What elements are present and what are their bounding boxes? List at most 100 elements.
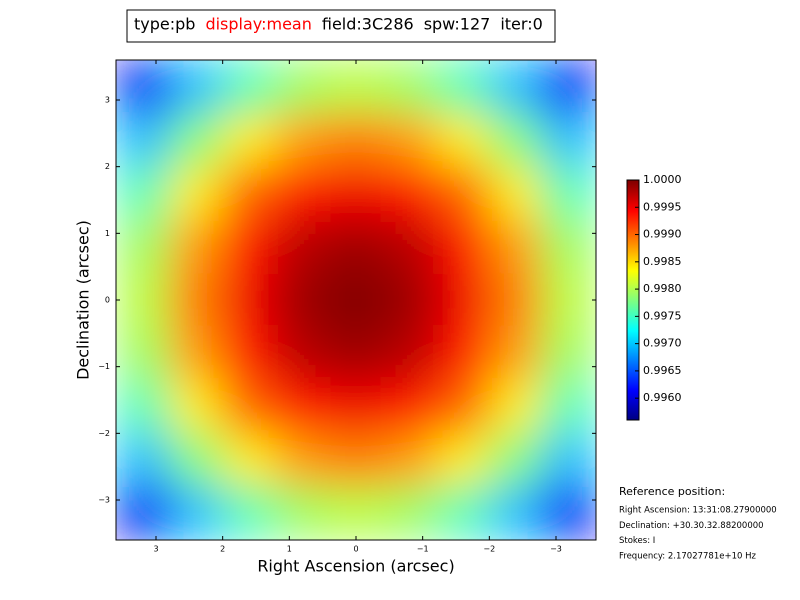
heatmap-cell: [382, 272, 437, 328]
colorbar-step: [627, 382, 639, 385]
colorbar-step: [627, 358, 639, 361]
heatmap-cell: [542, 486, 596, 540]
heatmap-cell: [222, 432, 277, 488]
image-clip: [116, 60, 596, 540]
colorbar-step: [627, 296, 639, 299]
colorbar-step: [627, 254, 639, 257]
colorbar-step: [627, 372, 639, 375]
y-tick-label: −1: [98, 362, 110, 371]
colorbar-step: [627, 216, 639, 219]
colorbar-step: [627, 286, 639, 289]
colorbar-step: [627, 238, 639, 241]
x-axis-label: Right Ascension (arcsec): [257, 557, 454, 576]
title-part: type:pb: [134, 15, 195, 34]
colorbar-step: [627, 380, 639, 383]
colorbar-step: [627, 388, 639, 391]
heatmap-cell: [168, 272, 224, 328]
heatmap-cell: [382, 219, 437, 274]
heatmap-cell: [542, 166, 596, 221]
title-part: iter:0: [500, 15, 542, 34]
colorbar-tick-label: 0.9990: [643, 228, 682, 241]
heatmap-cell: [382, 60, 437, 114]
colorbar-frame: [626, 179, 640, 421]
colorbar-step: [627, 384, 639, 387]
colorbar-step: [627, 246, 639, 249]
heatmap-cell: [435, 379, 490, 434]
heatmap-cell: [488, 219, 544, 274]
colorbar-step: [627, 336, 639, 339]
colorbar-step: [627, 204, 639, 207]
colorbar-step: [627, 218, 639, 221]
heatmap-cell: [275, 486, 330, 540]
heatmap-cell: [328, 432, 384, 488]
colorbar-step: [627, 304, 639, 307]
heatmap-cell: [382, 432, 437, 488]
heatmap-cell: [542, 272, 596, 328]
colorbar-step: [627, 188, 639, 191]
y-tick-label: 1: [105, 229, 110, 238]
colorbar-step: [627, 288, 639, 291]
heatmap-cell: [382, 379, 437, 434]
colorbar-step: [627, 196, 639, 199]
colorbar-step: [627, 266, 639, 269]
x-tick-label: 2: [220, 545, 225, 554]
colorbar-step: [627, 276, 639, 279]
heatmap-cell: [328, 272, 384, 328]
colorbar-tick-label: 0.9980: [643, 282, 682, 295]
colorbar-step: [627, 182, 639, 185]
heatmap-cell: [328, 60, 384, 114]
colorbar-step: [627, 352, 639, 355]
heatmap-cell: [275, 326, 330, 381]
x-tick-label: 0: [353, 545, 358, 554]
colorbar-step: [627, 312, 639, 315]
colorbar-step: [627, 258, 639, 261]
title: type:pb display:mean field:3C286 spw:127 ite…: [134, 15, 543, 34]
colorbar-step: [627, 200, 639, 203]
heatmap-cell: [116, 326, 170, 381]
heatmap-cell: [542, 112, 596, 168]
title-part: display:mean: [205, 15, 311, 34]
heatmap-cell: [328, 166, 384, 221]
heatmap-cell: [168, 379, 224, 434]
heatmap-cell: [488, 60, 544, 114]
colorbar-step: [627, 244, 639, 247]
heatmap-cell: [168, 326, 224, 381]
colorbar-step: [627, 248, 639, 251]
colorbar-step: [627, 316, 639, 319]
colorbar-step: [627, 306, 639, 309]
colorbar-step: [627, 282, 639, 285]
colorbar-step: [627, 214, 639, 217]
y-axis-label: Declination (arcsec): [74, 220, 93, 380]
colorbar-step: [627, 404, 639, 407]
heatmap-cell: [168, 432, 224, 488]
colorbar-step: [627, 256, 639, 259]
heatmap-cell: [275, 379, 330, 434]
heatmap-cell: [222, 60, 277, 114]
reference-line: Right Ascension: 13:31:08.27900000: [619, 506, 777, 516]
colorbar-step: [627, 400, 639, 403]
colorbar-step: [627, 242, 639, 245]
heatmap-cell: [435, 166, 490, 221]
colorbar-step: [627, 414, 639, 417]
heatmap-cell: [488, 166, 544, 221]
heatmap-cell: [222, 219, 277, 274]
heatmap-cell: [542, 219, 596, 274]
heatmap-cell: [488, 486, 544, 540]
heatmap-cell: [222, 272, 277, 328]
colorbar-step: [627, 386, 639, 389]
colorbar-step: [627, 364, 639, 367]
colorbar-step: [627, 194, 639, 197]
colorbar-step: [627, 252, 639, 255]
heatmap-cell: [168, 166, 224, 221]
colorbar-step: [627, 402, 639, 405]
heatmap-cell: [382, 326, 437, 381]
x-tick-label: 3: [153, 545, 158, 554]
colorbar-tick-label: 0.9965: [643, 364, 682, 377]
heatmap-cell: [382, 112, 437, 168]
colorbar-step: [627, 390, 639, 393]
colorbar-tick-label: 0.9960: [643, 391, 682, 404]
heatmap-cell: [435, 326, 490, 381]
colorbar-step: [627, 234, 639, 237]
colorbar-step: [627, 220, 639, 223]
heatmap-cell: [488, 432, 544, 488]
